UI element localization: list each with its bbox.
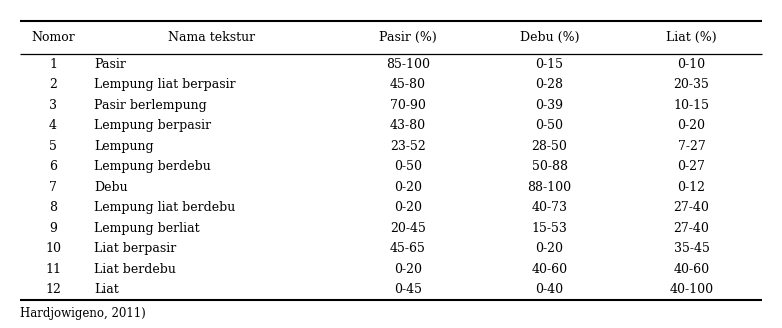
Text: Hardjowigeno, 2011): Hardjowigeno, 2011) (20, 307, 145, 320)
Text: 3: 3 (49, 99, 57, 112)
Text: 1: 1 (49, 58, 57, 71)
Text: Lempung berpasir: Lempung berpasir (94, 119, 211, 133)
Text: 45-65: 45-65 (389, 242, 425, 256)
Text: 27-40: 27-40 (673, 201, 709, 215)
Text: Liat (%): Liat (%) (666, 31, 717, 44)
Text: 0-50: 0-50 (393, 160, 421, 174)
Text: 0-28: 0-28 (536, 78, 564, 92)
Text: 28-50: 28-50 (532, 140, 568, 153)
Text: 0-12: 0-12 (677, 181, 705, 194)
Text: 8: 8 (49, 201, 57, 215)
Text: 70-90: 70-90 (389, 99, 425, 112)
Text: 11: 11 (45, 263, 61, 276)
Text: 40-60: 40-60 (532, 263, 568, 276)
Text: 5: 5 (49, 140, 57, 153)
Text: Lempung berdebu: Lempung berdebu (94, 160, 211, 174)
Text: 40-60: 40-60 (673, 263, 709, 276)
Text: 7: 7 (49, 181, 57, 194)
Text: Pasir (%): Pasir (%) (378, 31, 436, 44)
Text: 0-27: 0-27 (677, 160, 705, 174)
Text: 6: 6 (49, 160, 57, 174)
Text: 7-27: 7-27 (678, 140, 705, 153)
Text: 20-45: 20-45 (389, 222, 425, 235)
Text: Pasir: Pasir (94, 58, 126, 71)
Text: Lempung liat berdebu: Lempung liat berdebu (94, 201, 235, 215)
Text: 88-100: 88-100 (528, 181, 572, 194)
Text: 0-39: 0-39 (536, 99, 564, 112)
Text: 40-73: 40-73 (532, 201, 568, 215)
Text: Debu (%): Debu (%) (520, 31, 579, 44)
Text: 20-35: 20-35 (673, 78, 709, 92)
Text: Liat berpasir: Liat berpasir (94, 242, 177, 256)
Text: 0-15: 0-15 (536, 58, 564, 71)
Text: 85-100: 85-100 (386, 58, 429, 71)
Text: 23-52: 23-52 (389, 140, 425, 153)
Text: 45-80: 45-80 (389, 78, 425, 92)
Text: 10-15: 10-15 (673, 99, 709, 112)
Text: 0-40: 0-40 (536, 283, 564, 297)
Text: Liat: Liat (94, 283, 119, 297)
Text: 0-20: 0-20 (393, 263, 421, 276)
Text: 27-40: 27-40 (673, 222, 709, 235)
Text: 0-20: 0-20 (393, 181, 421, 194)
Text: 0-45: 0-45 (393, 283, 421, 297)
Text: 12: 12 (45, 283, 61, 297)
Text: 10: 10 (45, 242, 61, 256)
Text: Nama tekstur: Nama tekstur (168, 31, 255, 44)
Text: 0-20: 0-20 (393, 201, 421, 215)
Text: 0-20: 0-20 (677, 119, 705, 133)
Text: 43-80: 43-80 (389, 119, 425, 133)
Text: 0-50: 0-50 (536, 119, 564, 133)
Text: 15-53: 15-53 (532, 222, 568, 235)
Text: 9: 9 (49, 222, 57, 235)
Text: 50-88: 50-88 (532, 160, 568, 174)
Text: 4: 4 (49, 119, 57, 133)
Text: Lempung: Lempung (94, 140, 154, 153)
Text: Lempung liat berpasir: Lempung liat berpasir (94, 78, 235, 92)
Text: Pasir berlempung: Pasir berlempung (94, 99, 207, 112)
Text: 40-100: 40-100 (669, 283, 713, 297)
Text: Lempung berliat: Lempung berliat (94, 222, 199, 235)
Text: 0-20: 0-20 (536, 242, 564, 256)
Text: 0-10: 0-10 (677, 58, 705, 71)
Text: 2: 2 (49, 78, 57, 92)
Text: 35-45: 35-45 (673, 242, 709, 256)
Text: Debu: Debu (94, 181, 127, 194)
Text: Nomor: Nomor (31, 31, 75, 44)
Text: Liat berdebu: Liat berdebu (94, 263, 176, 276)
